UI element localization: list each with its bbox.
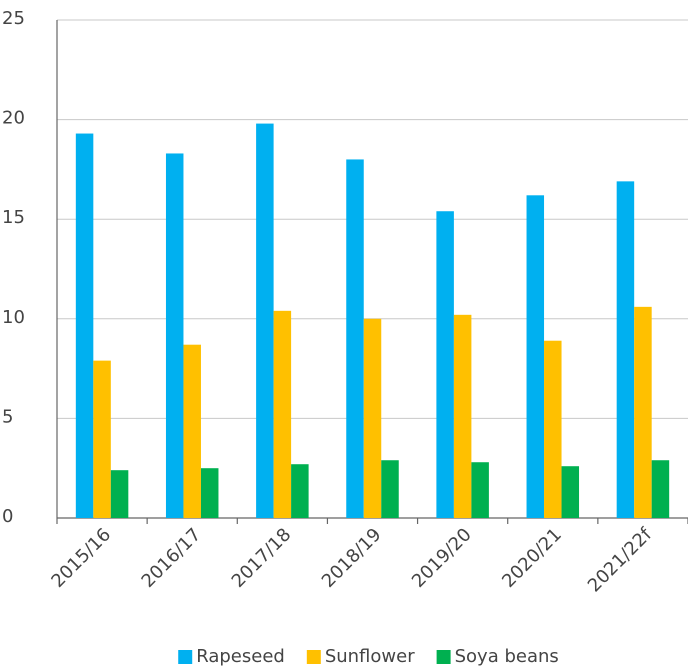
x-tick-label: 2019/20: [408, 524, 476, 592]
legend-label: Rapeseed: [196, 646, 285, 667]
bar: [93, 360, 111, 518]
legend-label: Soya beans: [455, 646, 559, 667]
bar: [75, 133, 94, 518]
y-tick-label: 15: [2, 207, 25, 228]
bar: [616, 181, 635, 519]
bar: [273, 310, 292, 518]
legend: Rapeseed Sunflower Soya beans: [178, 646, 559, 667]
bar: [363, 318, 382, 518]
legend-swatch: [306, 650, 321, 664]
y-tick-label: 20: [2, 108, 25, 129]
legend-swatch: [436, 650, 451, 664]
y-tick-label: 0: [2, 506, 13, 527]
legend-label: Sunflower: [325, 646, 415, 667]
bar: [346, 159, 364, 518]
bar: [183, 344, 201, 518]
bar: [651, 460, 670, 518]
bar: [526, 195, 545, 518]
bar: [544, 340, 562, 518]
x-tick-label: 2021/22f: [584, 524, 657, 597]
x-tick-label: 2018/19: [318, 524, 386, 592]
bar: [381, 460, 399, 518]
bar: [200, 468, 219, 518]
legend-swatch: [178, 650, 193, 664]
bar: [291, 464, 309, 518]
bar: [256, 123, 274, 519]
bar: [634, 306, 652, 518]
x-tick-label: 2017/18: [228, 524, 296, 592]
bar: [453, 314, 472, 518]
bar: [436, 211, 454, 518]
y-tick-label: 25: [2, 8, 25, 29]
bar: [165, 153, 184, 519]
bar: [110, 470, 129, 518]
bar: [471, 462, 489, 518]
x-tick-label: 2015/16: [47, 524, 115, 592]
y-tick-label: 10: [2, 307, 25, 328]
x-tick-label: 2016/17: [138, 524, 206, 592]
y-tick-label: 5: [2, 406, 13, 427]
x-tick-label: 2020/21: [498, 524, 566, 592]
bar: [561, 466, 580, 518]
